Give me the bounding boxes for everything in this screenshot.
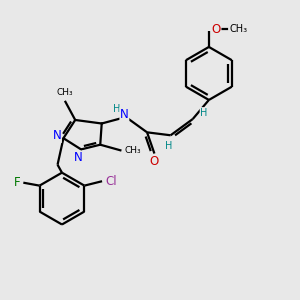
Text: N: N [120, 108, 129, 121]
Text: CH₃: CH₃ [57, 88, 73, 97]
Text: Cl: Cl [106, 175, 117, 188]
Text: F: F [14, 176, 20, 189]
Text: CH₃: CH₃ [229, 24, 248, 34]
Text: N: N [74, 151, 83, 164]
Text: O: O [150, 155, 159, 168]
Text: N: N [52, 129, 61, 142]
Text: H: H [200, 108, 208, 118]
Text: H: H [166, 142, 173, 152]
Text: H: H [113, 104, 120, 114]
Text: CH₃: CH₃ [124, 146, 141, 155]
Text: O: O [212, 23, 221, 36]
